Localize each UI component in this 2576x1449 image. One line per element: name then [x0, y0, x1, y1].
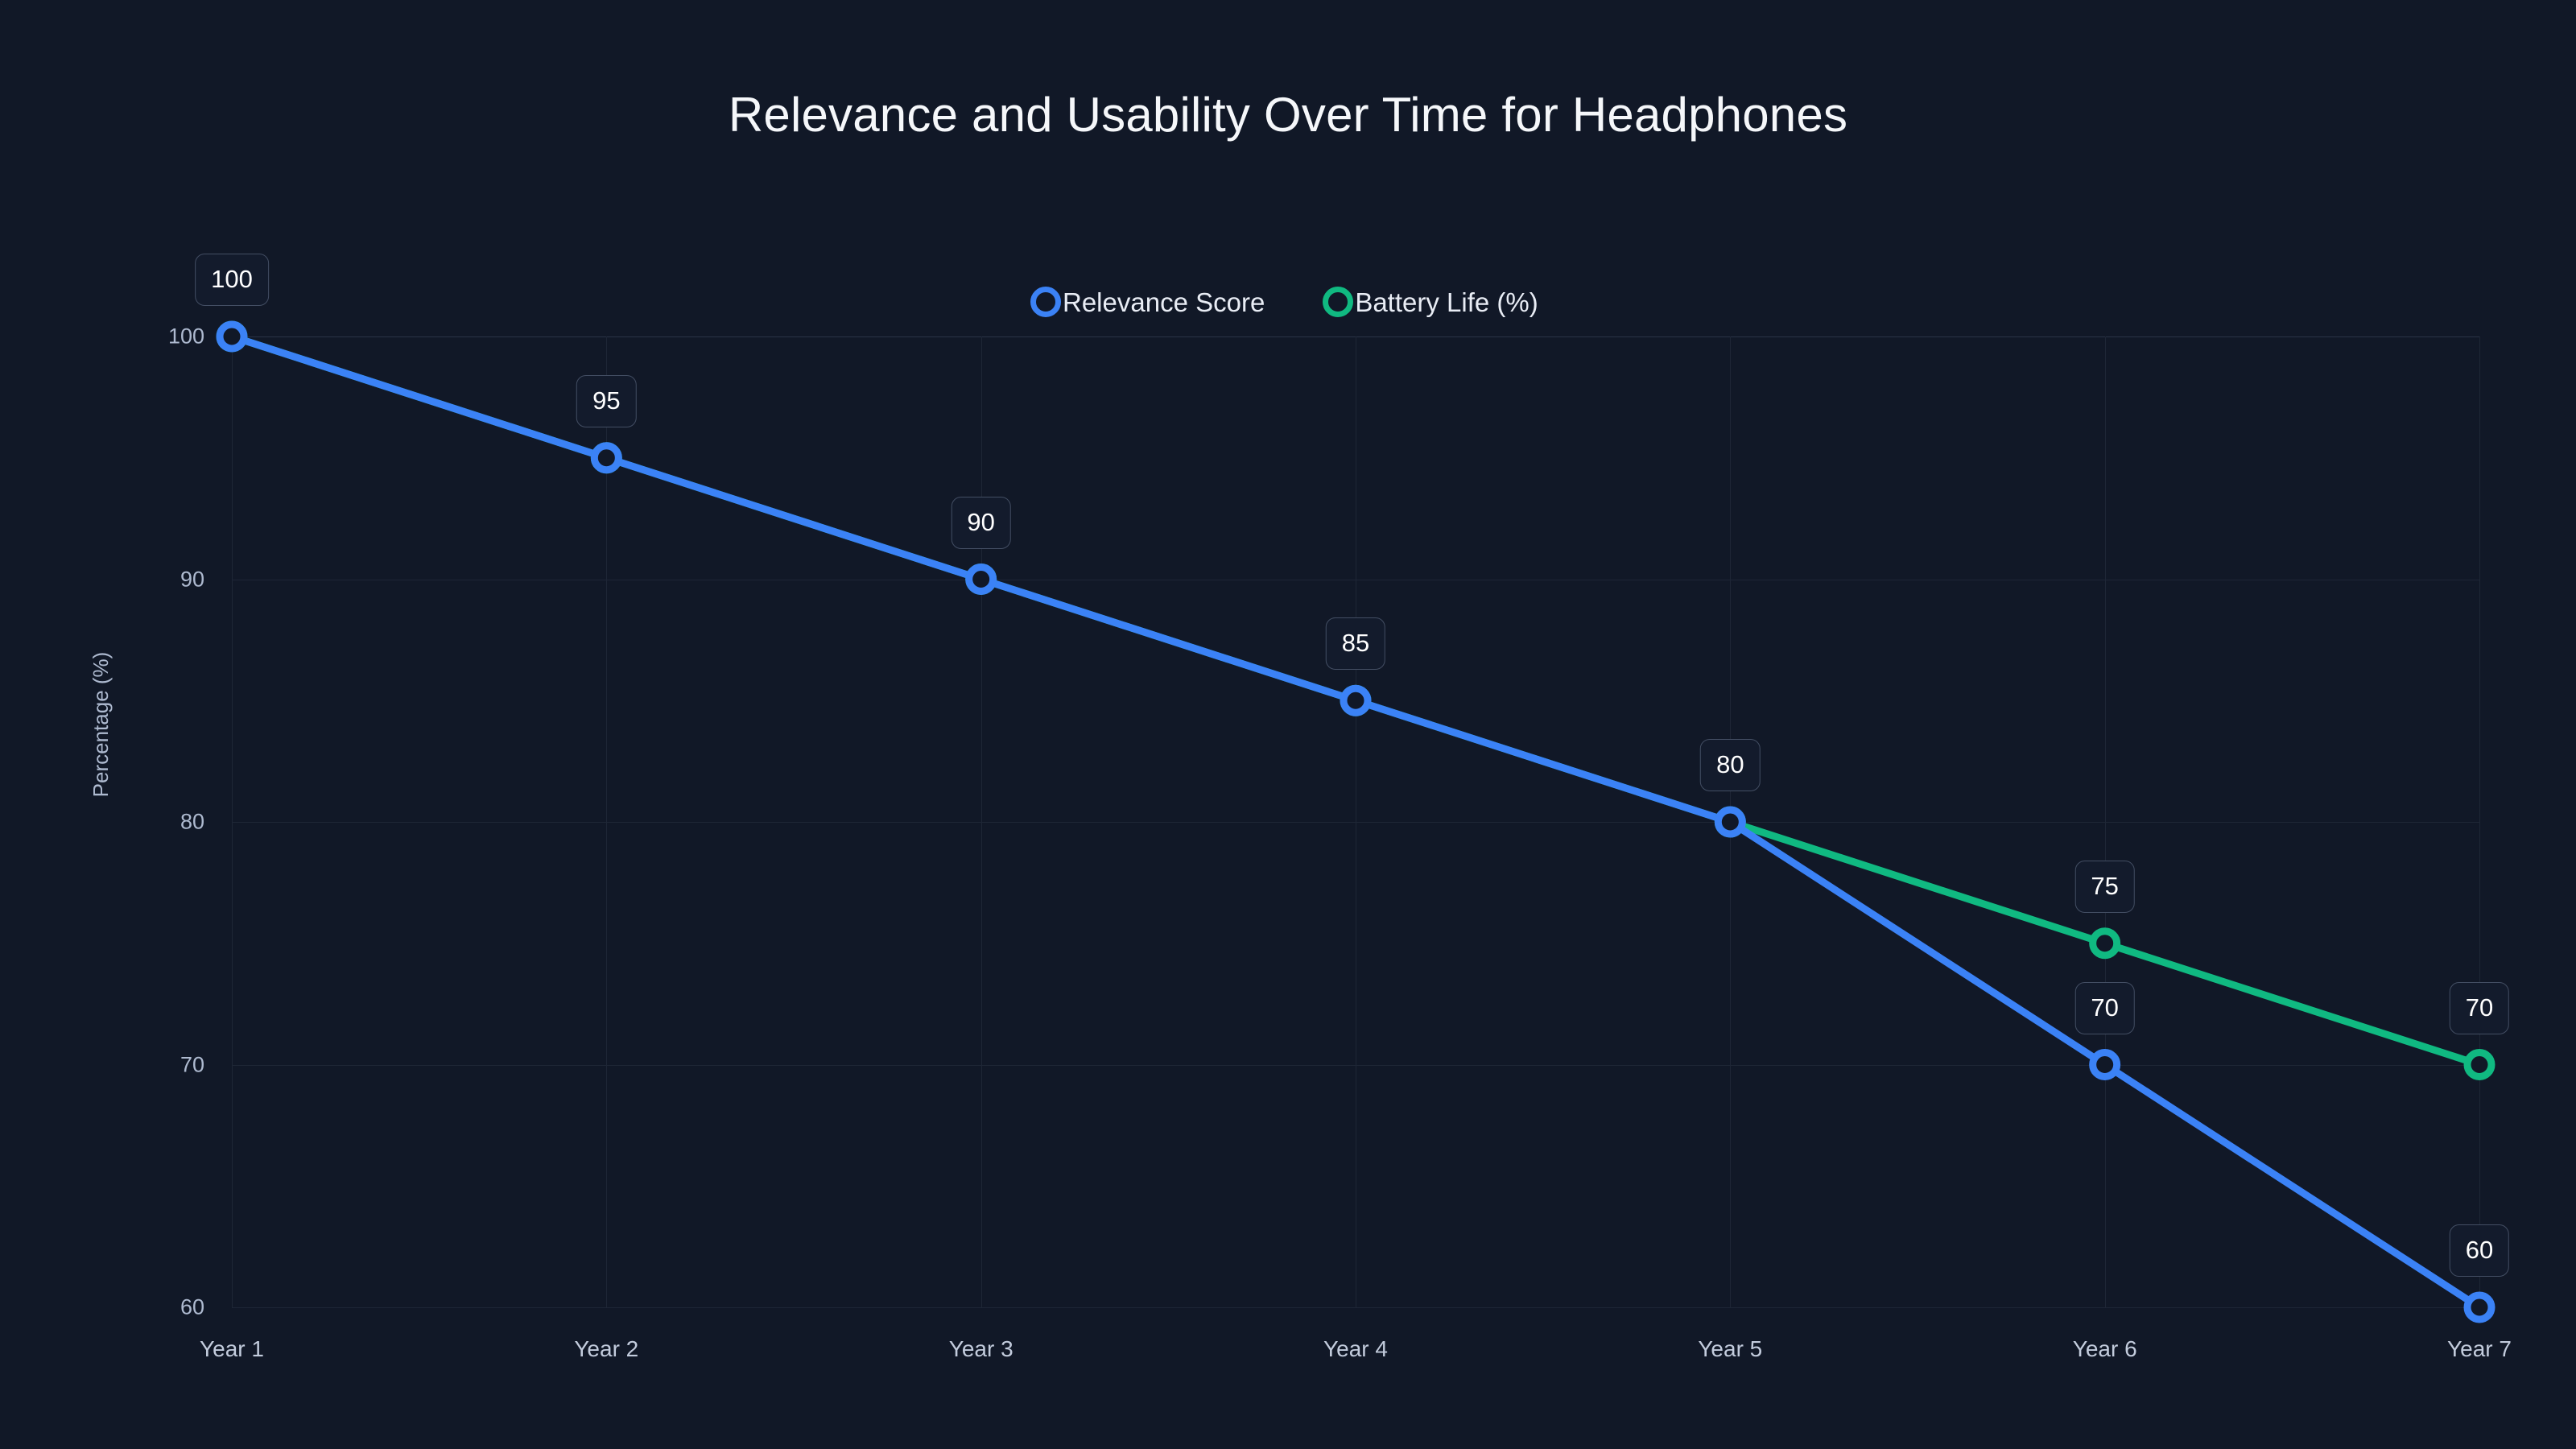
x-tick-label: Year 1 [200, 1336, 264, 1361]
series-line-relevance-score[interactable] [228, 332, 2483, 1311]
gridline-v [606, 336, 608, 1307]
data-point-relevance-score[interactable] [2463, 1291, 2496, 1323]
data-point-label: 85 [1325, 617, 1386, 671]
page-title: Relevance and Usability Over Time for He… [728, 88, 1848, 142]
x-tick-label: Year 6 [2072, 1336, 2137, 1361]
data-point-label: 90 [951, 496, 1011, 549]
legend-item-relevance-score[interactable]: Relevance Score [1030, 287, 1265, 317]
data-point-label: 80 [1700, 739, 1761, 791]
data-point-relevance-score[interactable] [965, 564, 997, 595]
plot-area: 100 90 80 70 60 Year 1 Year 2 Year 3 Yea… [168, 254, 2512, 1361]
series-canvas [216, 320, 2496, 1323]
x-tick-label: Year 5 [1698, 1336, 1763, 1361]
data-point-relevance-score[interactable] [216, 320, 248, 353]
data-point-label: 60 [2449, 1224, 2510, 1277]
y-tick-label: 70 [180, 1052, 204, 1076]
x-tick-label: Year 2 [574, 1336, 639, 1361]
data-point-battery-life[interactable] [2089, 927, 2121, 960]
gridline-h [232, 1307, 2479, 1308]
data-point-label: 95 [576, 374, 637, 427]
gridline-v [980, 336, 982, 1307]
gridline-v [232, 336, 233, 1307]
data-point-relevance-score[interactable] [1714, 806, 1746, 838]
y-axis-title: Percentage (%) [89, 651, 113, 798]
legend-label: Battery Life (%) [1355, 287, 1538, 317]
y-tick-label: 80 [180, 809, 204, 834]
x-tick-label: Year 4 [1323, 1336, 1388, 1361]
data-point-label: 70 [2449, 981, 2510, 1034]
data-point-relevance-score[interactable] [2089, 1049, 2121, 1080]
gridline-v [2479, 336, 2480, 1307]
y-tick-label: 60 [180, 1294, 204, 1319]
chart-legend: Relevance Score Battery Life (%) [1030, 287, 1538, 317]
x-tick-label: Year 7 [2447, 1336, 2512, 1361]
y-tick-label: 100 [167, 324, 204, 349]
circle-outline-icon [1030, 287, 1061, 317]
series-markers-relevance-score[interactable] [216, 320, 2496, 1323]
data-point-relevance-score[interactable] [1340, 684, 1372, 716]
x-tick-label: Year 3 [948, 1336, 1013, 1361]
legend-item-battery-life[interactable]: Battery Life (%) [1323, 287, 1538, 317]
data-point-relevance-score[interactable] [590, 442, 622, 474]
gridline-v [2104, 336, 2106, 1307]
data-point-battery-life[interactable] [2463, 1049, 2496, 1080]
data-point-label: 75 [2074, 860, 2135, 913]
y-tick-label: 90 [180, 567, 204, 591]
legend-label: Relevance Score [1063, 287, 1265, 317]
circle-outline-icon [1323, 287, 1354, 317]
data-point-label: 100 [195, 254, 269, 306]
data-point-label: 70 [2074, 981, 2135, 1034]
